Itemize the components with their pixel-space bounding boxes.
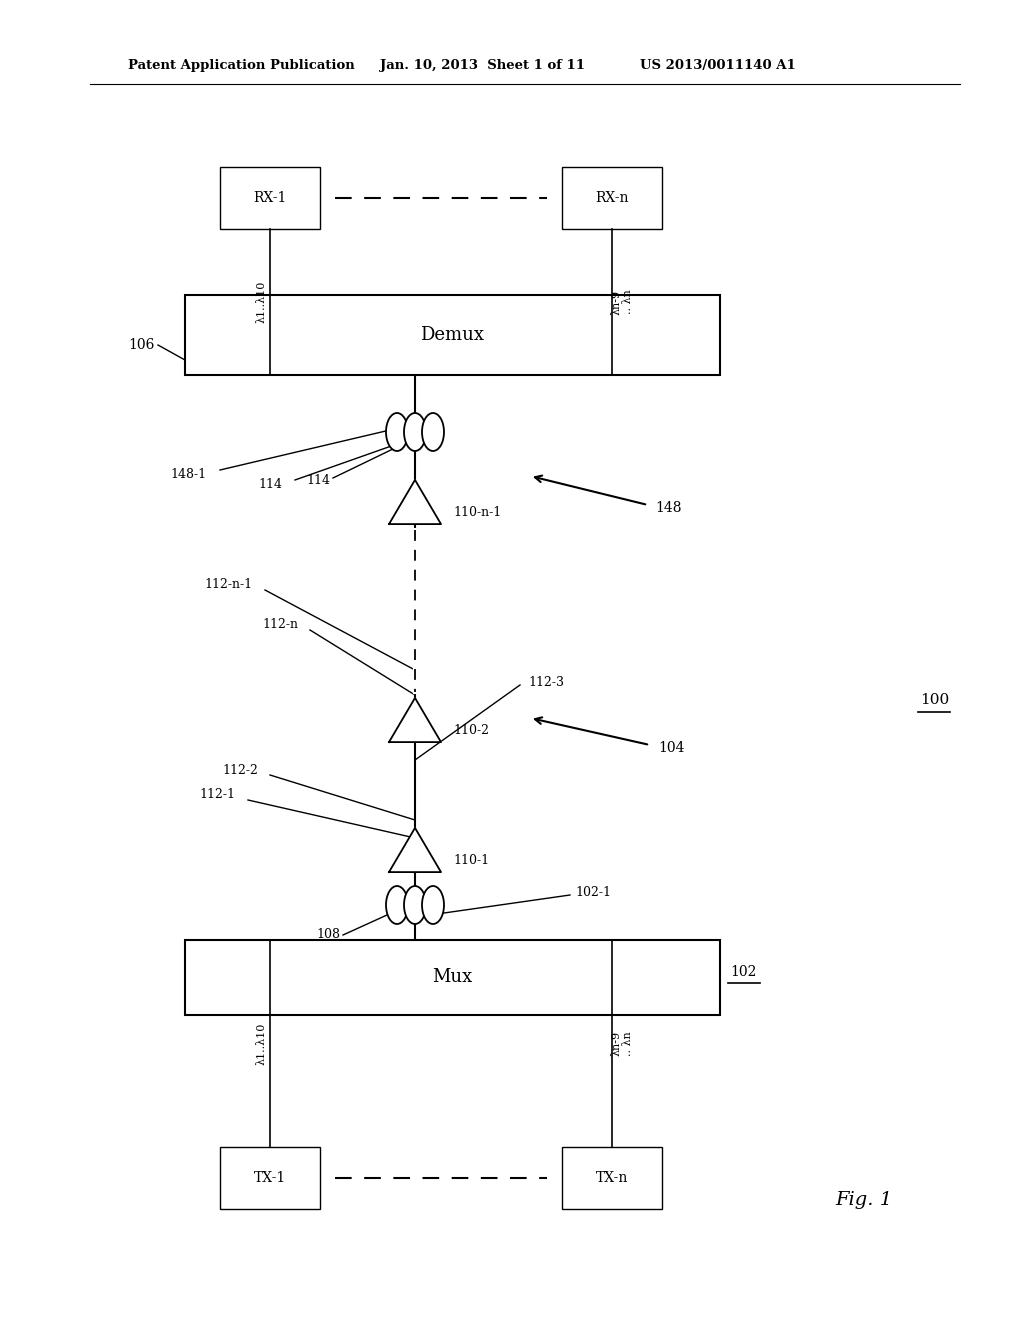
Text: 110-1: 110-1 <box>453 854 489 866</box>
Text: λ1..λ10: λ1..λ10 <box>257 281 267 323</box>
Text: λn-9
.. λn: λn-9 .. λn <box>611 289 633 314</box>
Ellipse shape <box>386 886 408 924</box>
Text: RX-1: RX-1 <box>253 191 287 205</box>
Bar <box>562 1147 662 1209</box>
Text: 106: 106 <box>129 338 155 352</box>
Text: Demux: Demux <box>421 326 484 345</box>
Text: 100: 100 <box>921 693 949 708</box>
Text: 110-n-1: 110-n-1 <box>453 506 502 519</box>
Text: 108: 108 <box>316 928 340 941</box>
Bar <box>562 168 662 228</box>
Text: Patent Application Publication: Patent Application Publication <box>128 58 354 71</box>
Text: TX-n: TX-n <box>596 1171 628 1185</box>
Text: 112-3: 112-3 <box>528 676 564 689</box>
Text: 104: 104 <box>658 741 684 755</box>
Ellipse shape <box>386 413 408 451</box>
Text: 112-n-1: 112-n-1 <box>205 578 253 591</box>
Polygon shape <box>389 698 441 742</box>
Text: 112-1: 112-1 <box>199 788 234 801</box>
Text: Jan. 10, 2013  Sheet 1 of 11: Jan. 10, 2013 Sheet 1 of 11 <box>380 58 585 71</box>
Ellipse shape <box>422 413 444 451</box>
Text: 114: 114 <box>306 474 330 487</box>
Ellipse shape <box>404 413 426 451</box>
Polygon shape <box>389 828 441 873</box>
Text: 112-n: 112-n <box>262 619 298 631</box>
Text: 112-2: 112-2 <box>222 763 258 776</box>
Ellipse shape <box>404 886 426 924</box>
Text: 148: 148 <box>655 502 682 515</box>
Text: TX-1: TX-1 <box>254 1171 286 1185</box>
Bar <box>185 294 720 375</box>
Text: 114: 114 <box>258 478 282 491</box>
Text: RX-n: RX-n <box>595 191 629 205</box>
Text: US 2013/0011140 A1: US 2013/0011140 A1 <box>640 58 796 71</box>
Text: Mux: Mux <box>432 969 473 986</box>
Bar <box>185 940 720 1015</box>
Text: 110-2: 110-2 <box>453 723 489 737</box>
Bar <box>220 1147 319 1209</box>
Polygon shape <box>389 480 441 524</box>
Text: 102: 102 <box>730 965 757 979</box>
Text: 148-1: 148-1 <box>171 467 207 480</box>
Ellipse shape <box>422 886 444 924</box>
Bar <box>220 168 319 228</box>
Text: Fig. 1: Fig. 1 <box>835 1191 892 1209</box>
Text: 102-1: 102-1 <box>575 887 611 899</box>
Text: λn-9
.. λn: λn-9 .. λn <box>611 1031 633 1056</box>
Text: λ1..λ10: λ1..λ10 <box>257 1022 267 1065</box>
